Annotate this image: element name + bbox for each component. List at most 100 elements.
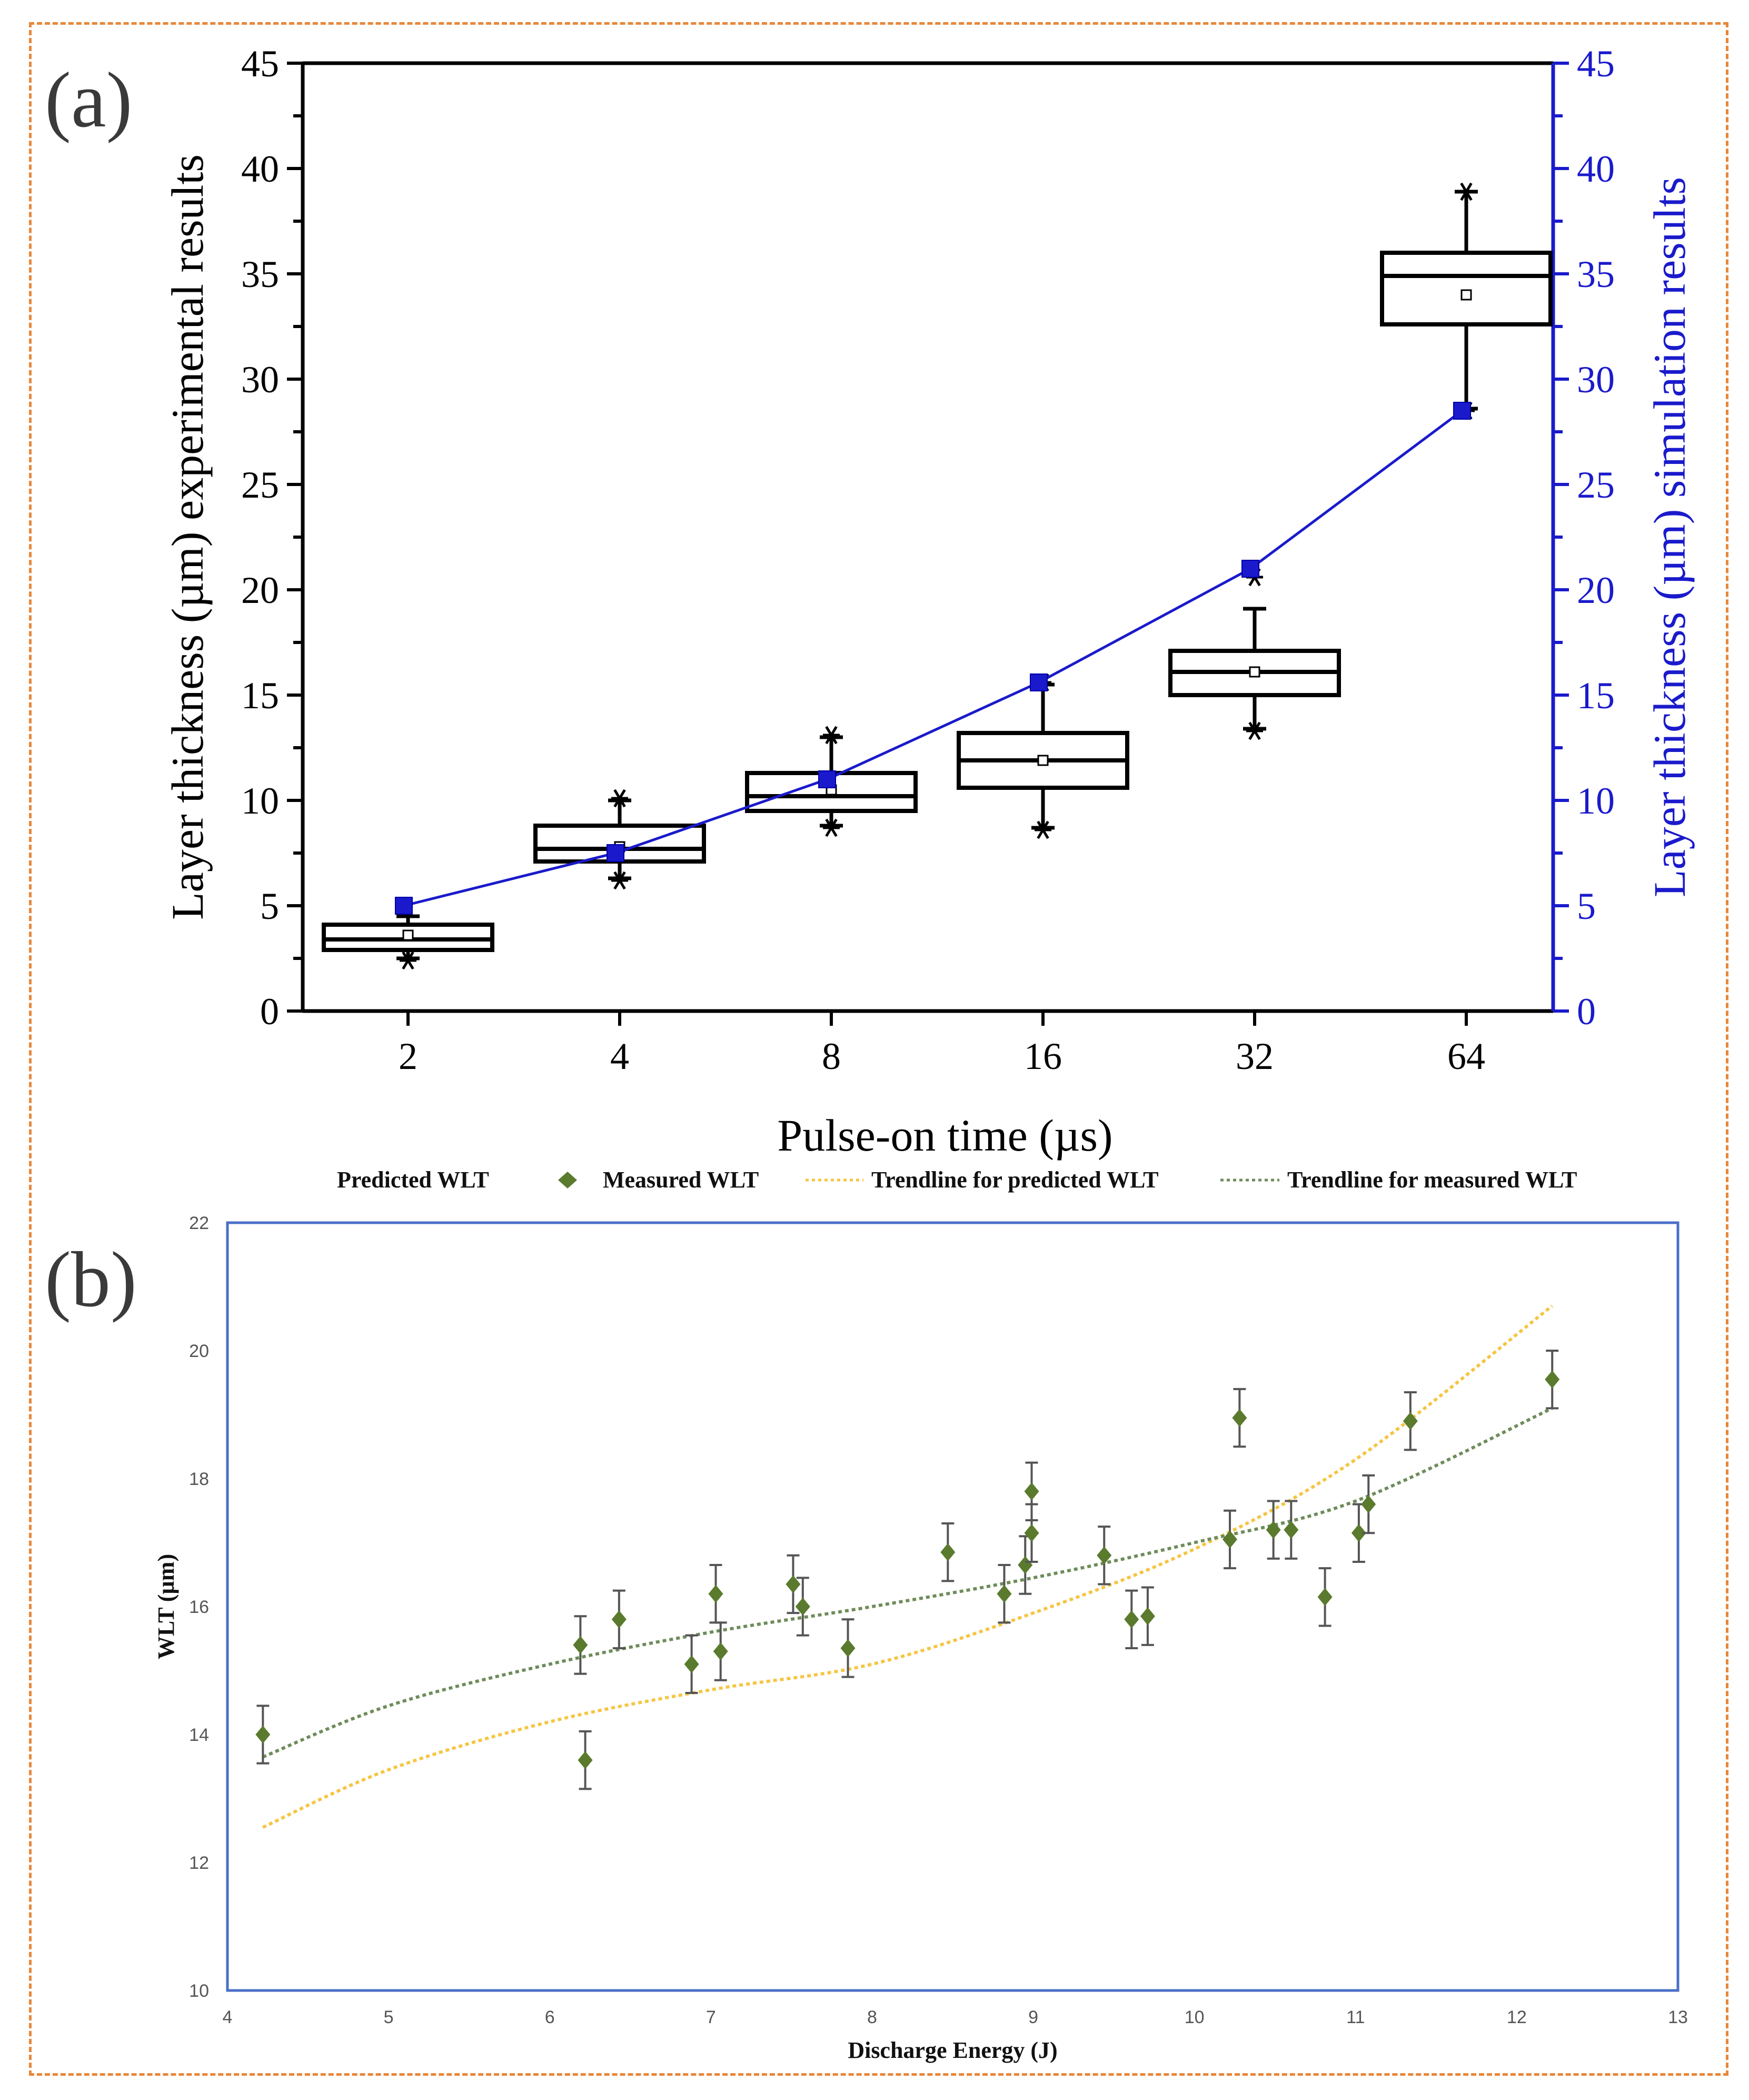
chart-a: 0 0 5 5 10 10 15 15 20 20 25 25 30 30 35 35 40 40 45 45 2 4 8 1… [162,43,1695,1161]
y-tick-label: 18 [189,1469,209,1489]
box-iqr [1380,251,1553,326]
measured-point [1317,1588,1333,1606]
x-tick-label: 5 [384,2007,394,2027]
x-tick-label: 12 [1507,2007,1527,2027]
measured-point [713,1642,728,1661]
measured-point [684,1655,699,1673]
outlier-stroke [825,726,838,745]
x-tick-label: 11 [1346,2007,1365,2027]
right-y-tick-label: 20 [1577,569,1615,611]
x-tick-label: 10 [1185,2007,1205,2027]
outlier-stroke [1037,820,1049,839]
legend-label-predicted: Predicted WLT [337,1167,489,1193]
measured-point [255,1726,271,1744]
box-outlier [1246,721,1263,740]
outlier-stroke [1460,182,1473,201]
outlier-stroke [1248,721,1261,740]
plot-area-border [226,1221,1680,1992]
y-tick-label: 16 [189,1597,209,1617]
measured-point [1223,1530,1238,1549]
right-y-tick-label: 40 [1577,148,1615,190]
trendline-measured [262,1406,1553,1759]
right-y-axis-title: Layer thickness (µm) simulation results [1644,177,1695,897]
left-y-tick-label: 0 [260,990,279,1033]
right-y-tick-label: 5 [1577,885,1596,927]
simulation-point [818,770,836,788]
x-tick-label: 64 [1447,1035,1485,1077]
measured-point [1351,1524,1366,1542]
measured-point [1266,1521,1281,1539]
panel-label-b: (b) [45,1236,137,1323]
measured-point [1140,1607,1155,1626]
outlier-stroke [402,951,414,970]
x-tick-label: 7 [706,2007,716,2027]
box-outlier [1035,820,1051,839]
figure-frame [29,22,1728,2076]
box-mean [1037,755,1049,766]
y-tick-label: 10 [189,1981,209,2001]
outlier-stroke [613,789,626,808]
right-y-tick-label: 0 [1577,990,1596,1033]
x-tick-label: 4 [223,2007,233,2027]
legend-label-trend-measured: Trendline for measured WLT [1287,1167,1577,1193]
right-y-tick-label: 15 [1577,675,1615,717]
box-outlier [823,726,840,745]
y-tick-label: 14 [189,1725,209,1745]
x-tick-label: 9 [1028,2007,1038,2027]
measured-point [708,1584,723,1603]
y-tick-label: 20 [189,1341,209,1361]
box-outlier [823,818,840,837]
left-y-axis-title: Layer thickness (µm) experimental result… [162,154,213,920]
simulation-point [395,897,413,915]
x-tick-label: 8 [822,1035,841,1077]
x-tick-label: 4 [610,1035,629,1077]
left-y-tick-label: 40 [241,148,279,190]
x-tick-label: 6 [545,2007,555,2027]
x-tick-label: 13 [1668,2007,1688,2027]
left-y-tick-label: 15 [241,675,279,717]
measured-point [1284,1521,1299,1539]
left-y-tick-label: 35 [241,253,279,295]
y-tick-label: 22 [189,1213,209,1233]
simulation-point [1030,673,1048,691]
simulation-point [607,844,624,862]
box-mean [1460,289,1472,301]
right-y-tick-label: 30 [1577,359,1615,401]
chart-b: 4 5 6 7 8 9 10 11 12 13 10 12 14 16 18 20 22 Discharge En… [153,1167,1688,2063]
measured-point [997,1584,1012,1603]
left-y-tick-label: 30 [241,359,279,401]
left-y-tick-label: 20 [241,569,279,611]
measured-point [573,1636,588,1654]
right-y-tick-label: 25 [1577,464,1615,506]
measured-point [1545,1370,1560,1389]
box-iqr [745,771,918,813]
measured-point [1097,1546,1112,1564]
measured-point [786,1575,801,1593]
measured-point [1403,1412,1418,1430]
simulation-point [1453,402,1471,420]
measured-point [795,1598,810,1616]
x-tick-label: 32 [1236,1035,1274,1077]
trendline-predicted [262,1304,1554,1829]
y-axis-title: WLT (µm) [153,1554,179,1659]
x-tick-label: 8 [867,2007,877,2027]
legend-label-trend-predicted: Trendline for predicted WLT [871,1167,1159,1193]
box-outlier [611,871,628,890]
box-outlier [1458,182,1475,201]
simulation-line [403,409,1463,907]
measured-point [1361,1495,1376,1513]
box-mean [402,929,414,941]
left-y-tick-label: 10 [241,780,279,822]
left-y-tick-label: 45 [241,43,279,85]
measured-point [578,1751,593,1769]
measured-point [611,1610,627,1629]
measured-point [1232,1409,1247,1427]
measured-point [1024,1482,1039,1501]
box-mean [1249,666,1260,678]
right-y-tick-label: 35 [1577,253,1615,295]
simulation-point [1241,560,1259,578]
outlier-stroke [825,818,838,837]
panel-label-a: (a) [45,56,132,144]
right-y-tick-label: 45 [1577,43,1615,85]
